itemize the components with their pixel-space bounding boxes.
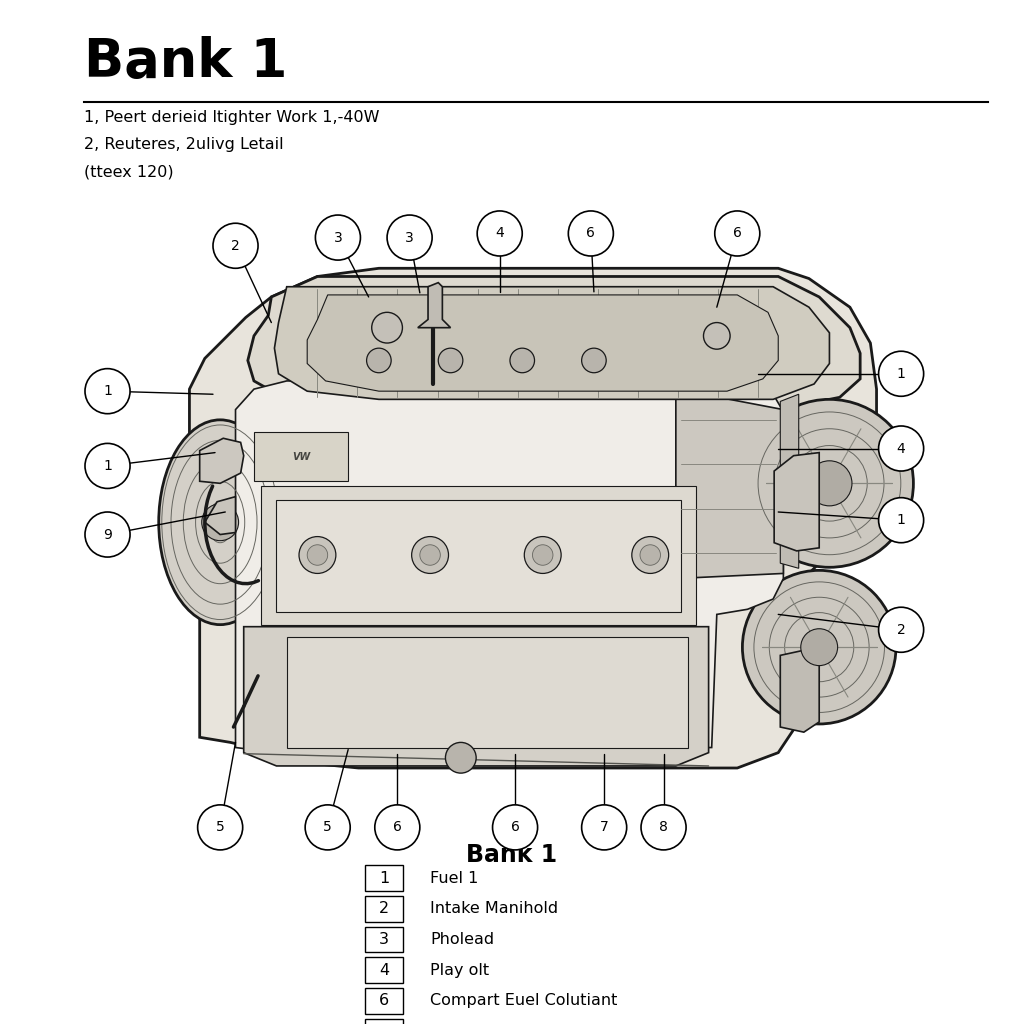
Text: 4: 4 [379,963,389,978]
Text: 1: 1 [103,459,112,473]
Circle shape [315,215,360,260]
Circle shape [640,545,660,565]
Circle shape [299,537,336,573]
Polygon shape [780,394,799,568]
FancyBboxPatch shape [365,865,403,891]
Polygon shape [780,650,819,732]
Circle shape [524,537,561,573]
Text: 2: 2 [897,623,905,637]
Polygon shape [261,486,696,625]
Text: 6: 6 [733,226,741,241]
Text: 4: 4 [496,226,504,241]
Circle shape [85,512,130,557]
Circle shape [879,351,924,396]
Text: 6: 6 [393,820,401,835]
Circle shape [412,537,449,573]
Circle shape [703,323,730,349]
Circle shape [510,348,535,373]
Circle shape [85,369,130,414]
Text: Intake Manihold: Intake Manihold [430,901,558,916]
Circle shape [375,805,420,850]
Polygon shape [248,276,860,410]
Text: 2, Reuteres, 2ulivg Letail: 2, Reuteres, 2ulivg Letail [84,137,284,153]
Circle shape [387,215,432,260]
Circle shape [582,348,606,373]
Text: Bank 1: Bank 1 [467,843,557,866]
Ellipse shape [742,570,896,724]
Text: 2: 2 [379,901,389,916]
Polygon shape [676,389,783,579]
Polygon shape [244,627,709,766]
FancyBboxPatch shape [365,957,403,983]
Polygon shape [200,438,244,483]
Text: 6: 6 [511,820,519,835]
Circle shape [879,607,924,652]
Ellipse shape [159,420,282,625]
Circle shape [801,629,838,666]
Text: Play olt: Play olt [430,963,489,978]
Polygon shape [205,497,236,535]
Text: 3: 3 [334,230,342,245]
Polygon shape [287,637,688,748]
Circle shape [568,211,613,256]
Text: 7: 7 [600,820,608,835]
Circle shape [198,805,243,850]
Text: Compart Euel Colutiant: Compart Euel Colutiant [430,993,617,1009]
Circle shape [641,805,686,850]
Text: 4: 4 [897,441,905,456]
Text: VW: VW [292,452,310,462]
Text: 5: 5 [324,820,332,835]
FancyBboxPatch shape [365,988,403,1014]
Text: 1, Peert derieid ltighter Work 1,-40W: 1, Peert derieid ltighter Work 1,-40W [84,110,380,125]
Polygon shape [276,500,681,612]
Text: Pholead: Pholead [430,932,495,947]
FancyBboxPatch shape [365,896,403,922]
Text: 2: 2 [231,239,240,253]
Polygon shape [254,432,348,481]
Circle shape [879,426,924,471]
Circle shape [202,504,239,541]
Text: 6: 6 [379,993,389,1009]
Polygon shape [189,268,877,768]
Text: 1: 1 [379,870,389,886]
Circle shape [493,805,538,850]
FancyBboxPatch shape [365,1019,403,1024]
Text: (tteex 120): (tteex 120) [84,165,174,180]
Text: 3: 3 [406,230,414,245]
Text: Bank 1: Bank 1 [84,36,288,88]
Polygon shape [774,453,819,551]
Text: 1: 1 [897,513,905,527]
Circle shape [445,742,476,773]
Text: 1: 1 [103,384,112,398]
Polygon shape [418,283,451,328]
Polygon shape [274,287,829,399]
Text: Fuel 1: Fuel 1 [430,870,478,886]
Circle shape [715,211,760,256]
Text: 3: 3 [379,932,389,947]
Circle shape [632,537,669,573]
Circle shape [372,312,402,343]
Polygon shape [307,295,778,391]
Circle shape [532,545,553,565]
Circle shape [213,223,258,268]
Circle shape [85,443,130,488]
Circle shape [367,348,391,373]
Circle shape [477,211,522,256]
Circle shape [307,545,328,565]
Circle shape [305,805,350,850]
Circle shape [420,545,440,565]
FancyBboxPatch shape [365,927,403,952]
Text: 8: 8 [659,820,668,835]
Circle shape [438,348,463,373]
Circle shape [807,461,852,506]
Polygon shape [236,381,783,753]
Circle shape [582,805,627,850]
Text: 1: 1 [897,367,905,381]
Text: 9: 9 [103,527,112,542]
Text: 6: 6 [587,226,595,241]
Ellipse shape [745,399,913,567]
Text: 5: 5 [216,820,224,835]
Circle shape [879,498,924,543]
